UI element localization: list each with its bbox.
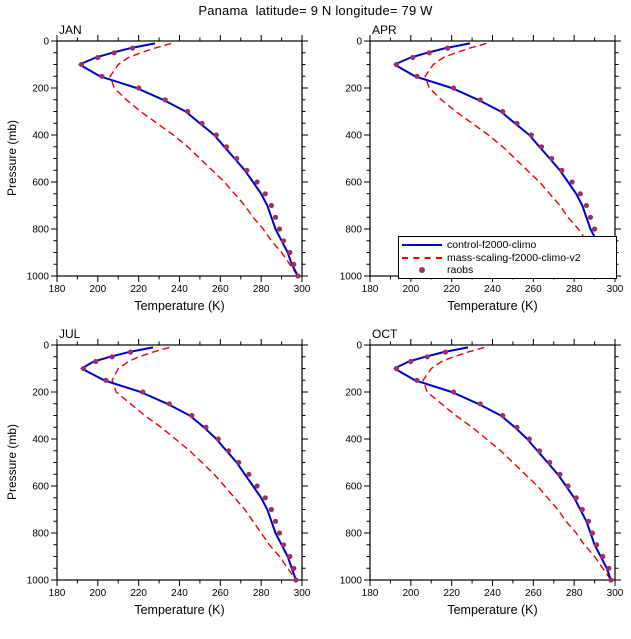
svg-text:800: 800 xyxy=(345,529,362,540)
svg-text:240: 240 xyxy=(484,284,501,295)
svg-text:400: 400 xyxy=(345,435,362,446)
raobs-marker-sample xyxy=(402,266,442,275)
panel-title: JUL xyxy=(59,327,81,341)
svg-text:220: 220 xyxy=(443,588,460,599)
mass-scaling-f2000-climo-v2-line xyxy=(424,42,614,277)
svg-text:280: 280 xyxy=(253,588,270,599)
svg-text:1000: 1000 xyxy=(27,576,50,587)
svg-text:200: 200 xyxy=(345,84,362,95)
svg-text:200: 200 xyxy=(32,388,49,399)
panel-jul: 180 200 220 240 260 280 300 0 200 400 600 800 1000 JU… xyxy=(27,327,311,617)
figure-title: Panama latitude= 9 N longitude= 79 W xyxy=(198,3,433,18)
solid-line-glyph xyxy=(402,244,442,247)
svg-text:180: 180 xyxy=(49,588,66,599)
svg-text:400: 400 xyxy=(32,435,49,446)
svg-text:0: 0 xyxy=(356,37,362,48)
raobs-markers xyxy=(78,45,301,279)
svg-text:1000: 1000 xyxy=(27,272,50,283)
svg-text:200: 200 xyxy=(32,84,49,95)
legend-item-mass-scaling: mass-scaling-f2000-climo-v2 xyxy=(402,252,616,265)
svg-text:260: 260 xyxy=(525,284,542,295)
axis-ticks xyxy=(51,339,308,586)
svg-text:180: 180 xyxy=(362,588,379,599)
tick-labels: 180 200 220 240 260 280 300 0 200 400 600 800 1000 xyxy=(340,37,624,296)
control-f2000-climo-line xyxy=(78,42,299,277)
tick-labels: 180 200 220 240 260 280 300 0 200 400 600 800 1000 xyxy=(27,37,311,296)
svg-text:400: 400 xyxy=(32,131,49,142)
raobs-markers xyxy=(393,349,614,583)
svg-text:240: 240 xyxy=(171,588,188,599)
raobs-dot xyxy=(419,267,425,274)
mass-scaling-f2000-climo-v2-line xyxy=(109,42,299,277)
panel-oct: 180 200 220 240 260 280 300 0 200 400 600 800 1000 OC… xyxy=(340,327,624,617)
plot-frame xyxy=(56,40,303,277)
svg-text:300: 300 xyxy=(607,588,624,599)
svg-text:300: 300 xyxy=(607,284,624,295)
panel-title: APR xyxy=(372,23,397,37)
svg-text:300: 300 xyxy=(294,284,311,295)
svg-text:600: 600 xyxy=(32,178,49,189)
axis-ticks xyxy=(364,339,621,586)
svg-text:0: 0 xyxy=(43,37,49,48)
legend: control-f2000-climo mass-scaling-f2000-c… xyxy=(398,236,617,279)
svg-text:0: 0 xyxy=(356,341,362,352)
svg-text:240: 240 xyxy=(171,284,188,295)
svg-text:280: 280 xyxy=(253,284,270,295)
control-f2000-climo-line xyxy=(393,346,612,581)
panel-jan: 180 200 220 240 260 280 300 0 200 400 600 800 1000 JA… xyxy=(27,23,311,313)
x-axis-label: Temperature (K) xyxy=(134,603,224,617)
legend-item-raobs: raobs xyxy=(402,264,616,277)
panel-title: OCT xyxy=(372,327,398,341)
dashed-line-glyph xyxy=(402,256,442,259)
mass-scaling-f2000-climo-v2-line xyxy=(422,346,612,581)
x-axis-label: Temperature (K) xyxy=(447,603,537,617)
svg-text:260: 260 xyxy=(212,588,229,599)
svg-text:200: 200 xyxy=(345,388,362,399)
svg-text:200: 200 xyxy=(89,588,106,599)
svg-text:1000: 1000 xyxy=(340,576,363,587)
mass-scaling-f2000-climo-v2-line xyxy=(111,346,297,581)
svg-text:260: 260 xyxy=(525,588,542,599)
mass-scaling-line-sample xyxy=(402,253,442,262)
svg-text:1000: 1000 xyxy=(340,272,363,283)
x-axis-label: Temperature (K) xyxy=(134,299,224,313)
svg-text:180: 180 xyxy=(362,284,379,295)
axis-ticks xyxy=(51,35,308,282)
svg-text:240: 240 xyxy=(484,588,501,599)
legend-label: raobs xyxy=(447,264,474,277)
plot-frame xyxy=(56,344,303,581)
svg-text:280: 280 xyxy=(566,284,583,295)
svg-text:220: 220 xyxy=(130,284,147,295)
svg-text:220: 220 xyxy=(443,284,460,295)
control-line-sample xyxy=(402,241,442,250)
svg-text:600: 600 xyxy=(345,178,362,189)
plot-frame xyxy=(369,344,616,581)
legend-label: mass-scaling-f2000-climo-v2 xyxy=(447,251,581,264)
svg-text:800: 800 xyxy=(32,225,49,236)
panel-apr: 180 200 220 240 260 280 300 0 200 400 600 800 1000 AP… xyxy=(340,23,624,313)
svg-text:200: 200 xyxy=(402,284,419,295)
svg-text:400: 400 xyxy=(345,131,362,142)
svg-text:280: 280 xyxy=(566,588,583,599)
svg-text:800: 800 xyxy=(345,225,362,236)
svg-text:300: 300 xyxy=(294,588,311,599)
tick-labels: 180 200 220 240 260 280 300 0 200 400 600 800 1000 xyxy=(340,341,624,600)
svg-text:200: 200 xyxy=(89,284,106,295)
x-axis-label: Temperature (K) xyxy=(447,299,537,313)
svg-text:0: 0 xyxy=(43,341,49,352)
svg-text:200: 200 xyxy=(402,588,419,599)
raobs-markers xyxy=(80,349,299,583)
svg-text:260: 260 xyxy=(212,284,229,295)
svg-text:800: 800 xyxy=(32,529,49,540)
legend-item-control: control-f2000-climo xyxy=(402,239,616,252)
panel-title: JAN xyxy=(59,23,82,37)
control-f2000-climo-line xyxy=(80,346,297,581)
svg-text:180: 180 xyxy=(49,284,66,295)
svg-text:220: 220 xyxy=(130,588,147,599)
legend-label: control-f2000-climo xyxy=(447,239,537,252)
svg-text:600: 600 xyxy=(32,482,49,493)
tick-labels: 180 200 220 240 260 280 300 0 200 400 600 800 1000 xyxy=(27,341,311,600)
svg-text:600: 600 xyxy=(345,482,362,493)
